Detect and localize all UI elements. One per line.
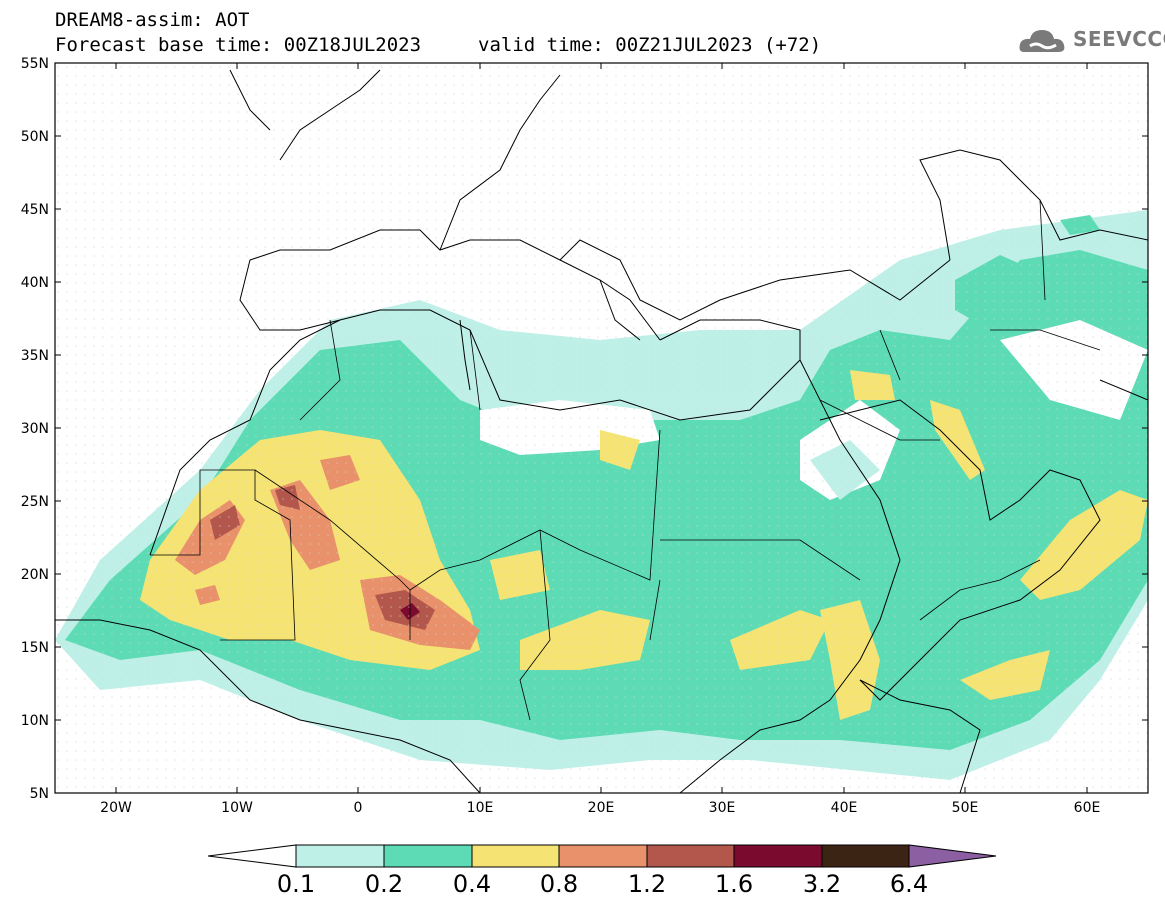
colorbar-swatch xyxy=(471,844,560,868)
lat-tick-label: 30N xyxy=(21,421,49,437)
lon-tick-label: 40E xyxy=(831,800,858,816)
colorbar-label: 0.8 xyxy=(539,870,579,898)
lat-tick-label: 40N xyxy=(21,275,49,291)
lat-tick-label: 5N xyxy=(30,786,49,802)
colorbar-label: 6.4 xyxy=(889,870,929,898)
colorbar-low-arrow xyxy=(207,844,297,868)
forecast-base-time: Forecast base time: 00Z18JUL2023 xyxy=(55,34,422,56)
country-borders xyxy=(150,199,1101,721)
lon-tick-label: 20E xyxy=(588,800,615,816)
lat-tick-label: 50N xyxy=(21,129,49,145)
colorbar-swatch xyxy=(646,844,735,868)
lat-tick-label: 25N xyxy=(21,494,49,510)
colorbar-swatch xyxy=(295,844,385,868)
valid-time: valid time: 00Z21JUL2023 (+72) xyxy=(478,34,822,56)
logo-text: SEEVCCC xyxy=(1073,27,1165,51)
lat-tick-label: 10N xyxy=(21,713,49,729)
coastlines xyxy=(55,69,1148,793)
lon-tick-label: 10E xyxy=(467,800,494,816)
cloud-icon xyxy=(1019,30,1065,52)
colorbar-swatch xyxy=(558,844,648,868)
lon-tick-label: 50E xyxy=(952,800,979,816)
colorbar-high-arrow xyxy=(908,844,997,868)
colorbar-label: 0.2 xyxy=(364,870,404,898)
lon-ticks xyxy=(115,63,1088,793)
colorbar-swatch xyxy=(821,844,910,868)
lon-tick-label: 60E xyxy=(1074,800,1101,816)
grid-dots xyxy=(55,63,1148,793)
colorbar-swatch xyxy=(733,844,823,868)
lat-tick-label: 15N xyxy=(21,640,49,656)
map-title: DREAM8-assim: AOT xyxy=(55,9,250,31)
colorbar-label: 0.1 xyxy=(276,870,316,898)
lon-tick-label: 0 xyxy=(354,800,363,816)
colorbar-label: 0.4 xyxy=(452,870,492,898)
lat-tick-label: 35N xyxy=(21,348,49,364)
colorbar-swatch xyxy=(383,844,473,868)
colorbar-label: 3.2 xyxy=(802,870,842,898)
lon-tick-label: 20W xyxy=(100,800,132,816)
lon-tick-label: 10W xyxy=(221,800,253,816)
lat-tick-label: 45N xyxy=(21,202,49,218)
lat-axis: 55N 50N 45N 40N 35N 30N 25N 20N 15N 10N … xyxy=(21,56,49,802)
lon-tick-label: 30E xyxy=(709,800,736,816)
lat-tick-label: 20N xyxy=(21,567,49,583)
lat-ticks xyxy=(55,135,1148,721)
colorbar-label: 1.2 xyxy=(627,870,667,898)
lat-tick-label: 55N xyxy=(21,56,49,72)
colorbar xyxy=(207,844,997,868)
colorbar-label: 1.6 xyxy=(714,870,754,898)
lon-axis: 20W 10W 0 10E 20E 30E 40E 50E 60E xyxy=(100,800,1100,816)
